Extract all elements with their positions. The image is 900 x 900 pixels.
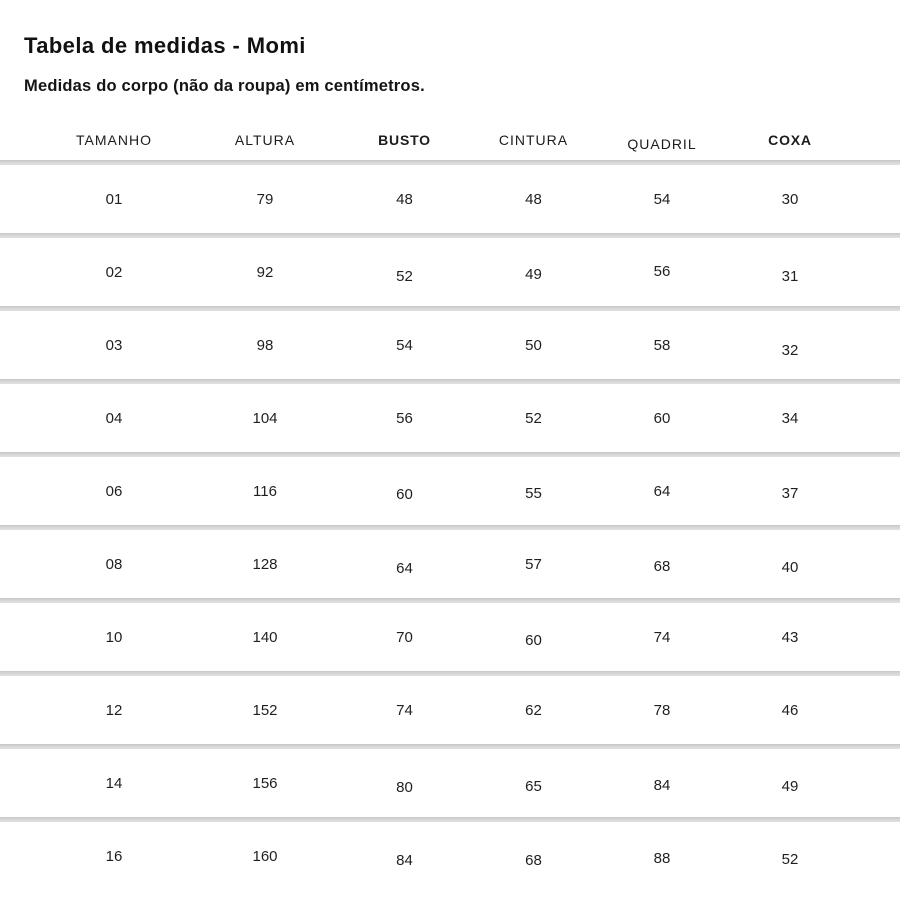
table-cell: 46 <box>781 701 799 719</box>
page-title: Tabela de medidas - Momi <box>24 33 306 58</box>
table-row-size-01: 01 79 48 48 54 30 <box>0 165 900 233</box>
row-divider <box>0 452 900 457</box>
row-divider <box>0 233 900 238</box>
row-divider <box>0 744 900 749</box>
table-cell: 60 <box>396 485 413 503</box>
table-cell: 156 <box>252 774 278 792</box>
table-cell: 08 <box>105 555 123 573</box>
table-cell: 60 <box>653 409 671 427</box>
table-row-size-16: 16 160 84 68 88 52 <box>0 822 900 890</box>
table-cell: 56 <box>396 409 413 427</box>
table-cell: 52 <box>781 850 799 868</box>
table-cell: 16 <box>105 847 123 865</box>
table-row-size-06: 06 116 60 55 64 37 <box>0 457 900 525</box>
column-header-altura: ALTURA <box>234 132 296 148</box>
table-cell: 37 <box>781 484 799 502</box>
table-cell: 02 <box>105 263 123 281</box>
table-cell: 56 <box>653 262 671 280</box>
table-cell: 06 <box>105 482 123 500</box>
row-divider <box>0 598 900 603</box>
table-cell: 78 <box>653 701 671 719</box>
table-cell: 32 <box>781 341 799 359</box>
table-cell: 30 <box>781 190 799 208</box>
column-header-coxa: COXA <box>768 132 812 148</box>
table-cell: 34 <box>781 409 799 427</box>
table-cell: 79 <box>256 190 274 208</box>
table-cell: 84 <box>653 776 671 794</box>
table-cell: 70 <box>396 628 413 646</box>
table-cell: 12 <box>105 701 123 719</box>
table-cell: 65 <box>525 777 542 795</box>
table-row-size-14: 14 156 80 65 84 49 <box>0 749 900 817</box>
table-row-size-10: 10 140 70 60 74 43 <box>0 603 900 671</box>
table-cell: 43 <box>781 628 799 646</box>
table-cell: 116 <box>253 482 277 500</box>
table-cell: 48 <box>525 190 542 208</box>
table-cell: 31 <box>781 267 799 285</box>
row-divider <box>0 306 900 311</box>
table-cell: 98 <box>256 336 274 354</box>
column-header-tamanho: TAMANHO <box>76 132 152 148</box>
table-cell: 104 <box>252 409 278 427</box>
table-cell: 52 <box>525 409 542 427</box>
row-divider <box>0 671 900 676</box>
table-cell: 152 <box>252 701 278 719</box>
table-cell: 64 <box>653 482 671 500</box>
table-header-row: TAMANHO ALTURA BUSTO CINTURA QUADRIL COX… <box>0 120 900 160</box>
table-cell: 55 <box>525 484 542 502</box>
table-cell: 03 <box>105 336 123 354</box>
table-cell: 80 <box>396 778 413 796</box>
table-cell: 48 <box>396 190 413 208</box>
table-row-size-03: 03 98 54 50 58 32 <box>0 311 900 379</box>
table-row-size-04: 04 104 56 52 60 34 <box>0 384 900 452</box>
table-cell: 84 <box>396 851 413 869</box>
column-header-cintura: CINTURA <box>498 132 569 148</box>
table-cell: 68 <box>653 557 671 575</box>
table-row-size-02: 02 92 52 49 56 31 <box>0 238 900 306</box>
table-cell: 49 <box>781 777 799 795</box>
table-cell: 140 <box>252 628 278 646</box>
table-cell: 54 <box>653 190 671 208</box>
row-divider <box>0 160 900 165</box>
table-cell: 74 <box>653 628 671 646</box>
row-divider <box>0 817 900 822</box>
table-row-size-12: 12 152 74 62 78 46 <box>0 676 900 744</box>
column-header-busto: BUSTO <box>378 132 431 148</box>
table-cell: 74 <box>396 701 413 719</box>
table-cell: 54 <box>396 336 413 354</box>
table-row-size-08: 08 128 64 57 68 40 <box>0 530 900 598</box>
table-cell: 60 <box>525 631 542 649</box>
table-cell: 01 <box>105 190 123 208</box>
row-divider <box>0 525 900 530</box>
table-cell: 64 <box>396 559 413 577</box>
table-cell: 160 <box>252 847 278 865</box>
column-header-quadril: QUADRIL <box>627 136 697 152</box>
table-cell: 40 <box>781 558 799 576</box>
row-divider <box>0 379 900 384</box>
table-cell: 68 <box>525 851 542 869</box>
table-cell: 58 <box>653 336 671 354</box>
table-cell: 52 <box>396 267 413 285</box>
page-subtitle: Medidas do corpo (não da roupa) em centí… <box>24 77 425 95</box>
size-chart-table: TAMANHO ALTURA BUSTO CINTURA QUADRIL COX… <box>0 120 900 890</box>
table-cell: 57 <box>525 555 542 573</box>
table-cell: 04 <box>105 409 123 427</box>
table-cell: 50 <box>525 336 542 354</box>
table-cell: 128 <box>252 555 278 573</box>
table-cell: 10 <box>105 628 123 646</box>
table-cell: 14 <box>105 774 123 792</box>
table-cell: 49 <box>525 265 542 283</box>
table-cell: 92 <box>256 263 274 281</box>
table-cell: 62 <box>525 701 542 719</box>
table-cell: 88 <box>653 849 671 867</box>
